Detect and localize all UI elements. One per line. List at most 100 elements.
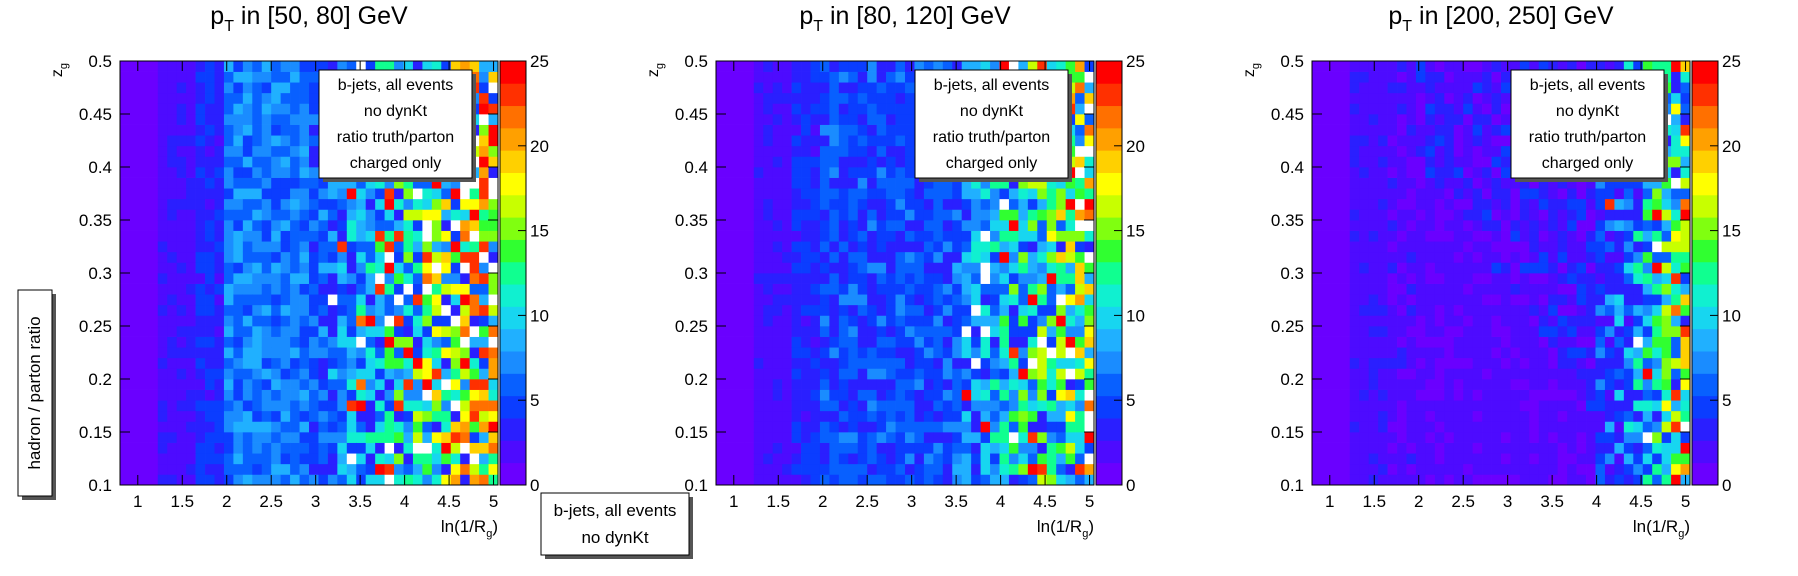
heatmap-cell — [205, 273, 215, 284]
heatmap-cell — [905, 379, 915, 390]
heatmap-cell — [744, 432, 755, 443]
heatmap-cell — [337, 209, 348, 221]
color-bar-band — [1096, 284, 1122, 307]
heatmap-cell — [1008, 304, 1019, 316]
heatmap-cell — [195, 442, 206, 454]
heatmap-cell — [186, 262, 196, 274]
heatmap-cell — [1349, 336, 1360, 348]
heatmap-cell — [120, 294, 130, 306]
heatmap-cell — [961, 262, 972, 274]
heatmap-cell — [271, 177, 281, 189]
heatmap-cell — [819, 326, 830, 337]
heatmap-cell — [1378, 209, 1388, 221]
heatmap-cell — [1075, 474, 1085, 486]
heatmap-cell — [848, 283, 859, 295]
heatmap-cell — [867, 167, 877, 178]
heatmap-cell — [412, 421, 423, 433]
heatmap-cell — [952, 283, 963, 295]
heatmap-cell — [290, 262, 300, 274]
heatmap-cell — [886, 114, 896, 125]
heatmap-cell — [782, 453, 792, 465]
heatmap-cell — [1519, 220, 1530, 231]
heatmap-cell — [1614, 421, 1625, 433]
heatmap-cell — [138, 336, 149, 348]
heatmap-cell — [138, 410, 149, 422]
heatmap-cell — [460, 198, 470, 210]
heatmap-cell — [1406, 209, 1417, 221]
heatmap-cell — [905, 251, 915, 263]
heatmap-cell — [886, 71, 896, 83]
heatmap-cell — [734, 442, 745, 454]
heatmap-cell — [129, 156, 140, 168]
heatmap-cell — [1633, 220, 1644, 231]
heatmap-cell — [1018, 209, 1029, 221]
heatmap-cell — [176, 71, 187, 83]
heatmap-cell — [905, 294, 915, 306]
heatmap-cell — [810, 379, 821, 390]
heatmap-cell — [1510, 463, 1521, 475]
color-bar-band — [500, 261, 526, 285]
heatmap-cell — [763, 410, 774, 422]
heatmap-cell — [1510, 368, 1521, 380]
heatmap-cell — [999, 326, 1010, 337]
heatmap-cell — [1387, 198, 1398, 210]
heatmap-cell — [290, 315, 300, 327]
heatmap-cell — [876, 389, 887, 401]
heatmap-cell — [734, 421, 745, 433]
heatmap-cell — [129, 198, 140, 210]
heatmap-cell — [157, 368, 168, 380]
heatmap-cell — [829, 135, 840, 147]
heatmap-cell — [1387, 135, 1398, 147]
heatmap-cell — [1340, 294, 1351, 306]
heatmap-cell — [205, 251, 215, 263]
heatmap-cell — [1406, 124, 1417, 136]
heatmap-cell — [895, 442, 906, 454]
heatmap-cell — [933, 357, 944, 369]
heatmap-cell — [782, 124, 792, 136]
heatmap-cell — [971, 442, 981, 454]
heatmap-cell — [460, 400, 470, 412]
heatmap-cell — [120, 379, 130, 390]
heatmap-cell — [1425, 347, 1436, 359]
heatmap-cell — [441, 61, 452, 72]
heatmap-cell — [1425, 326, 1436, 337]
heatmap-cell — [195, 315, 206, 327]
heatmap-cell — [725, 103, 736, 115]
heatmap-cell — [1008, 463, 1019, 475]
heatmap-cell — [441, 198, 452, 210]
heatmap-cell — [1425, 61, 1436, 72]
heatmap-cell — [223, 379, 234, 390]
heatmap-cell — [1538, 304, 1549, 316]
heatmap-cell — [838, 347, 849, 359]
heatmap-cell — [384, 389, 395, 401]
heatmap-cell — [1595, 294, 1606, 306]
heatmap-cell — [1557, 188, 1568, 200]
heatmap-cell — [290, 304, 300, 316]
heatmap-cell — [1406, 156, 1417, 168]
heatmap-cell — [1576, 220, 1587, 231]
heatmap-cell — [1387, 357, 1398, 369]
heatmap-cell — [1595, 304, 1606, 316]
color-bar-band — [500, 373, 526, 397]
heatmap-cell — [1018, 432, 1029, 443]
heatmap-cell — [1008, 198, 1019, 210]
heatmap-cell — [1312, 474, 1322, 486]
heatmap-cell — [412, 357, 423, 369]
heatmap-cell — [857, 230, 868, 242]
heatmap-cell — [1368, 326, 1379, 337]
heatmap-cell — [1491, 304, 1502, 316]
heatmap-cell — [886, 326, 896, 337]
heatmap-cell — [375, 304, 385, 316]
heatmap-cell — [1359, 103, 1370, 115]
heatmap-cell — [1623, 198, 1634, 210]
heatmap-cell — [1037, 432, 1048, 443]
heatmap-cell — [129, 114, 140, 125]
heatmap-cell — [214, 71, 225, 83]
heatmap-cell — [1586, 474, 1596, 486]
heatmap-cell — [1312, 368, 1322, 380]
heatmap-cell — [195, 379, 206, 390]
heatmap-cell — [1501, 156, 1511, 168]
heatmap-cell — [1623, 442, 1634, 454]
heatmap-cell — [980, 474, 991, 486]
heatmap-cell — [810, 315, 821, 327]
